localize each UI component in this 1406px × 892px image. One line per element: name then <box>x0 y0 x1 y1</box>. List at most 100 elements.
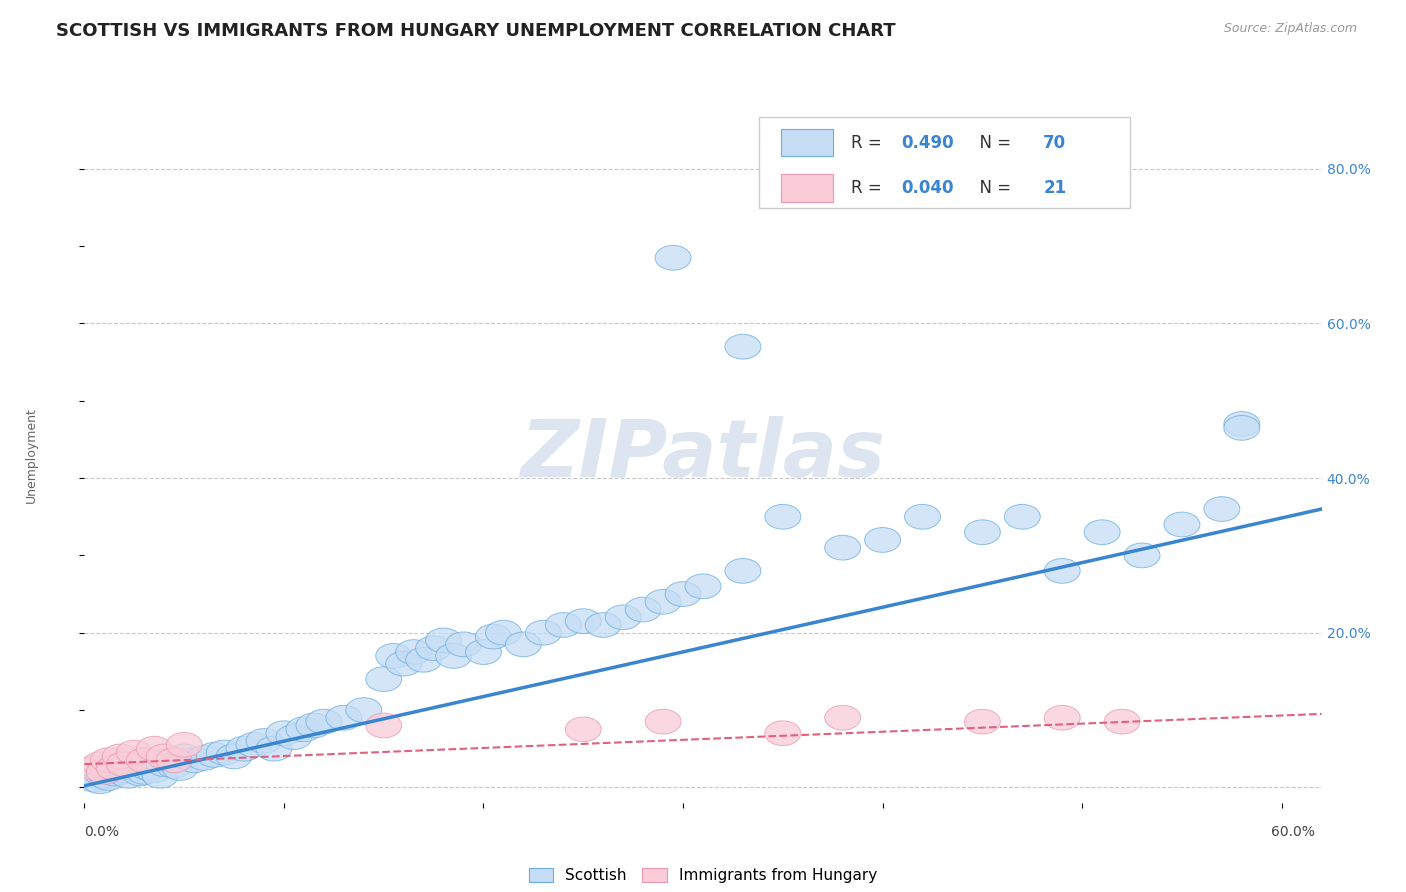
Ellipse shape <box>765 721 801 746</box>
Ellipse shape <box>110 764 146 789</box>
Ellipse shape <box>1223 416 1260 441</box>
Legend: Scottish, Immigrants from Hungary: Scottish, Immigrants from Hungary <box>523 862 883 889</box>
Ellipse shape <box>266 721 302 746</box>
Ellipse shape <box>127 759 162 784</box>
Ellipse shape <box>465 640 502 665</box>
Ellipse shape <box>375 643 412 668</box>
Ellipse shape <box>904 504 941 529</box>
Ellipse shape <box>90 765 127 790</box>
Ellipse shape <box>366 666 402 691</box>
Ellipse shape <box>136 758 172 782</box>
Ellipse shape <box>142 764 179 789</box>
Ellipse shape <box>176 747 212 772</box>
Text: R =: R = <box>852 134 887 152</box>
Ellipse shape <box>103 744 138 769</box>
Ellipse shape <box>436 643 471 668</box>
Bar <box>780 175 832 202</box>
Ellipse shape <box>1164 512 1199 537</box>
Ellipse shape <box>103 759 138 784</box>
Ellipse shape <box>285 717 322 742</box>
Ellipse shape <box>505 632 541 657</box>
Ellipse shape <box>97 761 132 786</box>
Ellipse shape <box>83 752 118 777</box>
Ellipse shape <box>207 740 242 765</box>
Ellipse shape <box>117 756 152 780</box>
Ellipse shape <box>90 747 127 772</box>
Ellipse shape <box>385 651 422 676</box>
Ellipse shape <box>1045 706 1080 731</box>
Ellipse shape <box>366 713 402 738</box>
Ellipse shape <box>765 504 801 529</box>
Ellipse shape <box>86 764 122 789</box>
Ellipse shape <box>865 527 901 552</box>
Ellipse shape <box>725 334 761 359</box>
Ellipse shape <box>107 752 142 777</box>
Ellipse shape <box>965 520 1000 545</box>
Ellipse shape <box>127 747 162 772</box>
Ellipse shape <box>97 756 132 780</box>
Ellipse shape <box>825 535 860 560</box>
Ellipse shape <box>256 736 292 761</box>
Ellipse shape <box>645 709 681 734</box>
Ellipse shape <box>166 744 202 769</box>
Ellipse shape <box>685 574 721 599</box>
Text: 60.0%: 60.0% <box>1271 825 1315 839</box>
Ellipse shape <box>546 613 581 638</box>
Ellipse shape <box>416 636 451 661</box>
Text: 21: 21 <box>1043 179 1066 197</box>
Ellipse shape <box>86 759 122 784</box>
Ellipse shape <box>217 744 252 769</box>
Ellipse shape <box>195 742 232 767</box>
Text: 0.490: 0.490 <box>901 134 953 152</box>
Text: 0.0%: 0.0% <box>84 825 120 839</box>
Ellipse shape <box>117 740 152 765</box>
Ellipse shape <box>122 761 159 786</box>
Ellipse shape <box>426 628 461 653</box>
Ellipse shape <box>326 706 361 731</box>
Ellipse shape <box>107 758 142 782</box>
Ellipse shape <box>605 605 641 630</box>
Text: 70: 70 <box>1043 134 1066 152</box>
Ellipse shape <box>166 732 202 757</box>
Ellipse shape <box>276 724 312 749</box>
Ellipse shape <box>150 747 186 772</box>
Ellipse shape <box>965 709 1000 734</box>
FancyBboxPatch shape <box>759 118 1130 208</box>
Ellipse shape <box>1084 520 1121 545</box>
Ellipse shape <box>131 756 166 780</box>
Ellipse shape <box>346 698 381 723</box>
Ellipse shape <box>665 582 702 607</box>
Text: Source: ZipAtlas.com: Source: ZipAtlas.com <box>1223 22 1357 36</box>
Ellipse shape <box>226 736 262 761</box>
Text: 0.040: 0.040 <box>901 179 953 197</box>
Ellipse shape <box>307 709 342 734</box>
Text: N =: N = <box>969 134 1011 152</box>
Ellipse shape <box>295 713 332 738</box>
Ellipse shape <box>526 620 561 645</box>
Ellipse shape <box>1004 504 1040 529</box>
Ellipse shape <box>565 608 602 633</box>
Ellipse shape <box>1204 497 1240 522</box>
Ellipse shape <box>146 752 183 777</box>
Ellipse shape <box>395 640 432 665</box>
Ellipse shape <box>565 717 602 742</box>
Ellipse shape <box>156 747 193 772</box>
Ellipse shape <box>1104 709 1140 734</box>
Ellipse shape <box>162 756 198 780</box>
Ellipse shape <box>83 769 118 794</box>
Ellipse shape <box>645 590 681 615</box>
Ellipse shape <box>406 648 441 673</box>
Ellipse shape <box>475 624 512 649</box>
Ellipse shape <box>485 620 522 645</box>
Ellipse shape <box>76 767 112 792</box>
Ellipse shape <box>1045 558 1080 583</box>
Ellipse shape <box>76 756 112 780</box>
Text: Unemployment: Unemployment <box>24 407 38 503</box>
Ellipse shape <box>186 746 222 771</box>
Bar <box>780 129 832 156</box>
Ellipse shape <box>156 754 193 778</box>
Ellipse shape <box>146 744 183 769</box>
Text: SCOTTISH VS IMMIGRANTS FROM HUNGARY UNEMPLOYMENT CORRELATION CHART: SCOTTISH VS IMMIGRANTS FROM HUNGARY UNEM… <box>56 22 896 40</box>
Ellipse shape <box>655 245 690 270</box>
Ellipse shape <box>626 597 661 622</box>
